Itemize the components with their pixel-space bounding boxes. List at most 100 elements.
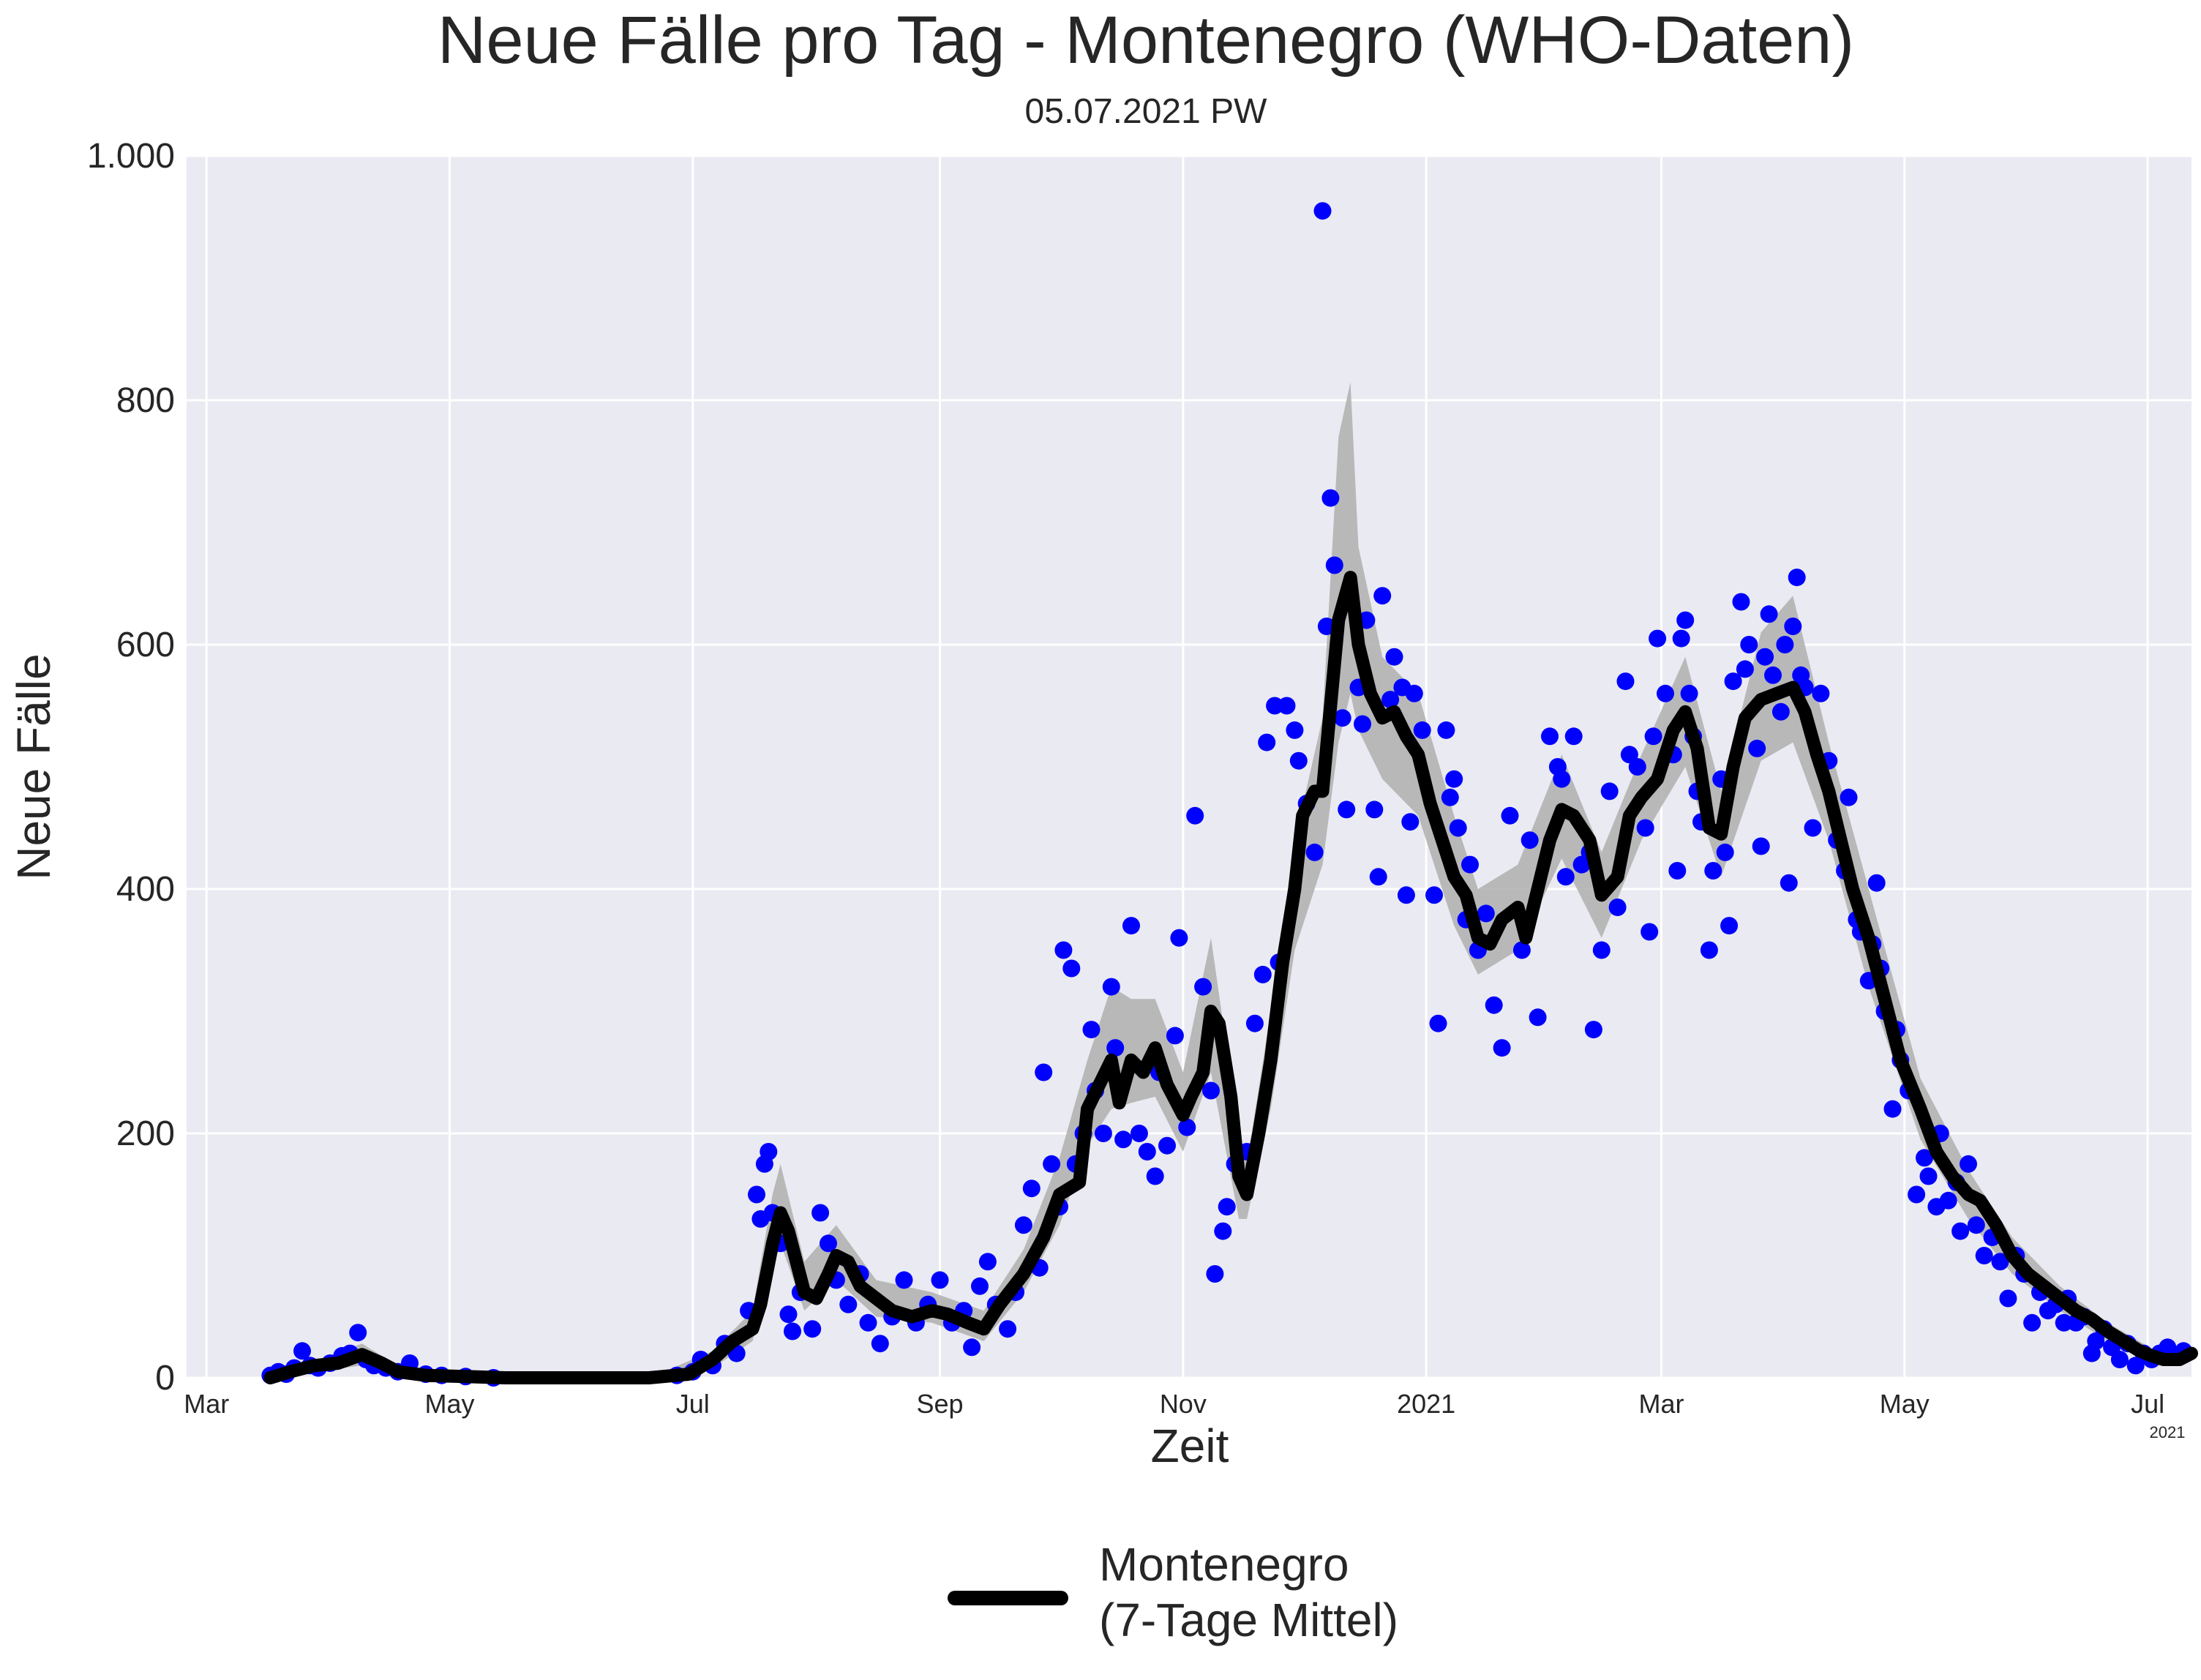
chart-title: Neue Fälle pro Tag - Montenegro (WHO-Dat… — [438, 3, 1854, 78]
daily-case-point — [1680, 684, 1698, 702]
x-tick-label: Mar — [184, 1389, 229, 1419]
legend-label-line: (7-Tage Mittel) — [1099, 1594, 1398, 1646]
y-tick-labels: 0 200 400 600 800 1.000 — [87, 137, 175, 1398]
x-tick-label: Sep — [917, 1389, 964, 1419]
daily-case-point — [1441, 788, 1459, 806]
daily-case-point — [1776, 636, 1794, 653]
daily-case-point — [1529, 1008, 1547, 1027]
daily-case-point — [1022, 1180, 1040, 1198]
x-tick-label: 2021 — [1397, 1389, 1455, 1419]
daily-case-point — [2023, 1313, 2041, 1332]
daily-case-point — [1373, 587, 1392, 605]
x-tick-label: Jul — [2131, 1389, 2164, 1419]
daily-case-point — [1628, 758, 1646, 776]
daily-case-point — [1218, 1198, 1236, 1216]
seven-day-average-path — [263, 571, 2198, 1384]
x-tick-label: Mar — [1639, 1389, 1684, 1419]
daily-case-point — [1485, 996, 1503, 1014]
daily-case-point — [1369, 868, 1387, 886]
daily-case-point — [1541, 727, 1559, 746]
daily-case-point — [811, 1204, 830, 1222]
daily-case-point — [1477, 904, 1495, 923]
daily-case-point — [1313, 202, 1332, 220]
daily-case-point — [1413, 721, 1431, 739]
daily-case-point — [1317, 618, 1335, 635]
daily-case-point — [839, 1295, 858, 1313]
daily-case-point — [1258, 733, 1276, 751]
daily-case-point — [1564, 727, 1583, 746]
daily-case-point — [1748, 739, 1766, 757]
daily-case-point — [349, 1324, 367, 1342]
daily-case-point — [1999, 1289, 2017, 1308]
daily-case-point — [1401, 813, 1420, 831]
daily-case-point — [1278, 697, 1296, 715]
x-tick-label: May — [425, 1389, 475, 1419]
daily-case-point — [1668, 862, 1687, 880]
daily-case-point — [1756, 648, 1774, 666]
daily-case-point — [1716, 843, 1734, 861]
legend-label-line: Montenegro — [1099, 1538, 1349, 1591]
daily-case-point — [1146, 1167, 1164, 1185]
daily-case-point — [1138, 1143, 1156, 1160]
daily-case-point — [1054, 941, 1073, 959]
daily-case-point — [1449, 819, 1467, 837]
daily-case-point — [1644, 727, 1662, 746]
daily-case-point — [1556, 868, 1575, 886]
daily-case-point — [1771, 702, 1790, 721]
legend-label: Montenegro (7-Tage Mittel) — [1099, 1538, 1398, 1646]
daily-case-point — [1325, 556, 1343, 574]
daily-case-point — [1035, 1063, 1053, 1081]
daily-case-point — [1170, 929, 1188, 947]
daily-case-point — [931, 1271, 949, 1289]
daily-case-point — [1764, 666, 1782, 684]
daily-case-point — [1951, 1222, 1970, 1240]
daily-case-point — [1732, 593, 1750, 611]
daily-case-point — [1812, 684, 1830, 702]
daily-case-point — [1158, 1136, 1176, 1155]
daily-case-point — [1354, 715, 1371, 733]
daily-case-point — [1043, 1155, 1061, 1173]
y-tick-label: 200 — [116, 1114, 175, 1153]
daily-case-point — [1840, 788, 1858, 806]
daily-case-point — [963, 1338, 981, 1357]
daily-case-point — [1676, 611, 1695, 629]
daily-case-point — [803, 1320, 822, 1338]
daily-case-point — [779, 1305, 798, 1324]
daily-case-point — [1704, 862, 1722, 880]
legend: Montenegro (7-Tage Mittel) — [948, 1538, 1398, 1646]
x-axis-label: Zeit — [1151, 1420, 1229, 1472]
daily-case-point — [760, 1143, 778, 1160]
daily-case-point — [1804, 819, 1822, 837]
daily-case-point — [1600, 782, 1619, 800]
daily-case-point — [1321, 489, 1340, 507]
daily-case-point — [1493, 1039, 1511, 1057]
daily-case-point — [1960, 1155, 1977, 1173]
daily-case-point — [1014, 1216, 1032, 1234]
daily-case-point — [1780, 874, 1798, 892]
x-offset-label: 2021 — [2150, 1423, 2186, 1441]
daily-case-point — [1245, 1014, 1264, 1032]
daily-case-point — [1657, 684, 1674, 702]
y-axis-label: Neue Fälle — [7, 653, 60, 880]
daily-case-point — [1616, 672, 1635, 691]
daily-case-point — [1333, 709, 1351, 727]
daily-case-point — [2110, 1351, 2129, 1368]
daily-case-point — [1867, 874, 1886, 892]
daily-case-point — [1919, 1167, 1938, 1185]
daily-case-point — [748, 1185, 765, 1204]
seven-day-average-line — [263, 571, 2198, 1384]
daily-case-point — [1178, 1118, 1196, 1136]
daily-case-point — [293, 1342, 311, 1360]
daily-case-point — [999, 1320, 1017, 1338]
daily-case-point — [1186, 806, 1204, 825]
daily-case-point — [971, 1277, 989, 1295]
daily-case-point — [1608, 899, 1627, 916]
daily-case-point — [978, 1253, 997, 1271]
daily-case-point — [1975, 1247, 1993, 1264]
daily-case-point — [1130, 1125, 1148, 1142]
daily-case-point — [1991, 1253, 2009, 1271]
daily-case-point — [1760, 605, 1778, 623]
daily-case-point — [1365, 800, 1384, 819]
y-tick-label: 0 — [155, 1359, 175, 1398]
daily-cases-points — [261, 202, 2193, 1387]
